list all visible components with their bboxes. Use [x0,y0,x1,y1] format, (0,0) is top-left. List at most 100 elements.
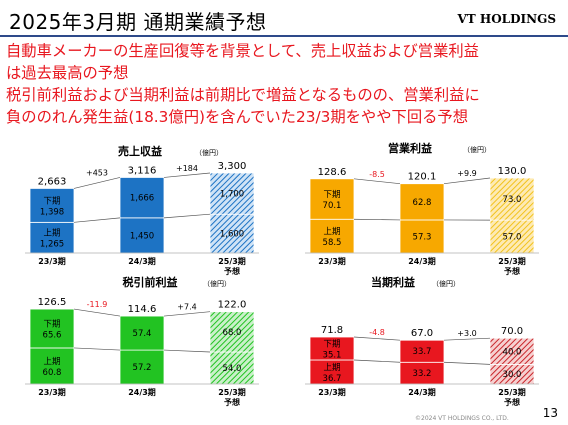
difference-label: +184 [176,164,198,173]
bar-second-half [29,308,75,349]
connector-line [73,347,121,351]
bar-first-half [309,218,355,254]
chart-title: 税引前利益 [123,275,178,289]
bar-second-half [309,336,355,361]
category-label: 25/3期 [218,387,246,397]
series-label-first-half: 上期 [43,229,60,239]
category-label: 24/3期 [408,256,436,266]
value-label-first-half: 57.3 [413,232,432,242]
total-label: 130.0 [498,166,527,177]
connector-line [73,308,121,317]
page-number: 13 [542,406,558,420]
bar-second-half [489,177,535,221]
value-label-second-half: 40.0 [503,347,522,357]
value-label-first-half: 58.5 [323,238,342,248]
value-label-first-half: 57.0 [503,233,522,243]
value-label-second-half: 1,398 [40,207,64,217]
difference-label: -4.8 [369,328,385,337]
connector-line [163,213,211,219]
series-label-first-half: 上期 [323,227,340,237]
bar-first-half [399,219,445,254]
total-label: 70.0 [501,326,523,337]
category-label: 23/3期 [38,387,66,397]
value-label-first-half: 36.7 [323,374,342,384]
category-label: 23/3期 [318,387,346,397]
bar-second-half [209,172,255,215]
value-label-first-half: 30.0 [503,370,522,380]
series-label-second-half: 下期 [323,190,340,200]
category-label: 25/3期 [218,256,246,266]
difference-label: +453 [86,168,108,177]
title-divider [0,35,568,37]
bar-first-half [309,359,355,385]
category-label: 23/3期 [318,256,346,266]
difference-label: -8.5 [369,170,385,179]
value-label-first-half: 54.0 [223,364,242,374]
category-label: 24/3期 [128,256,156,266]
chart-unit: （億円） [432,279,460,288]
value-label-second-half: 70.1 [323,201,342,211]
chart-unit: （億円） [463,145,491,154]
value-label-second-half: 68.0 [223,328,242,338]
headline-line: 税引前利益および当期利益は前期比で増益となるものの、営業利益に [6,86,480,104]
value-label-second-half: 65.6 [43,331,62,341]
page-title: 2025年3月期 通期業績予想 [9,10,267,34]
chart-title: 当期利益 [371,275,415,289]
value-label-first-half: 1,265 [40,240,64,250]
bar-second-half [29,188,75,223]
connector-line [73,177,121,189]
category-label: 予想 [224,266,240,276]
copyright: ©2024 VT HOLDINGS CO., LTD. [415,415,509,422]
bar-first-half [209,351,255,385]
connector-line [353,336,401,341]
total-label: 126.5 [38,297,67,308]
connector-line [443,361,491,365]
connector-line [353,359,401,363]
bar-second-half [119,177,165,219]
value-label-second-half: 73.0 [503,195,522,205]
value-label-second-half: 57.4 [133,329,152,339]
chart-unit: （億円） [195,148,223,157]
category-label: 予想 [504,266,520,276]
connector-line [353,218,401,221]
connector-line [73,217,121,223]
total-label: 3,116 [128,165,157,176]
category-label: 25/3期 [498,256,526,266]
category-label: 予想 [504,397,520,407]
bar-second-half [309,178,355,220]
total-label: 3,300 [218,161,247,172]
difference-label: -11.9 [87,300,108,309]
series-label-second-half: 下期 [43,320,60,330]
company-logo: VT HOLDINGS [457,12,556,26]
value-label-first-half: 1,600 [220,230,244,240]
bar-second-half [119,315,165,351]
series-label-second-half: 下期 [323,339,340,349]
bar-second-half [399,339,445,363]
value-label-first-half: 60.8 [43,368,62,378]
bar-second-half [209,311,255,353]
total-label: 2,663 [38,176,67,187]
series-label-second-half: 下期 [43,196,60,206]
value-label-first-half: 57.2 [133,363,152,373]
value-label-second-half: 1,666 [130,194,154,204]
series-label-first-half: 上期 [323,363,340,373]
total-label: 67.0 [411,328,433,339]
total-label: 122.0 [218,300,247,311]
chart-title: 売上収益 [118,144,162,158]
connector-line [353,178,401,185]
bar-second-half [489,337,535,365]
category-label: 23/3期 [38,256,66,266]
difference-label: +7.4 [177,303,196,312]
bar-second-half [399,183,445,221]
value-label-first-half: 33.2 [413,369,432,379]
bar-first-half [119,349,165,385]
total-label: 128.6 [318,167,347,178]
difference-label: +9.9 [457,169,476,178]
difference-label: +3.0 [457,329,476,338]
headline-line: は過去最高の予想 [6,64,129,82]
connector-line [163,311,211,317]
value-label-second-half: 62.8 [413,198,432,208]
connector-line [163,349,211,353]
series-label-first-half: 上期 [43,357,60,367]
headline-line: 自動車メーカーの生産回復等を背景として、売上収益および営業利益 [6,42,479,60]
